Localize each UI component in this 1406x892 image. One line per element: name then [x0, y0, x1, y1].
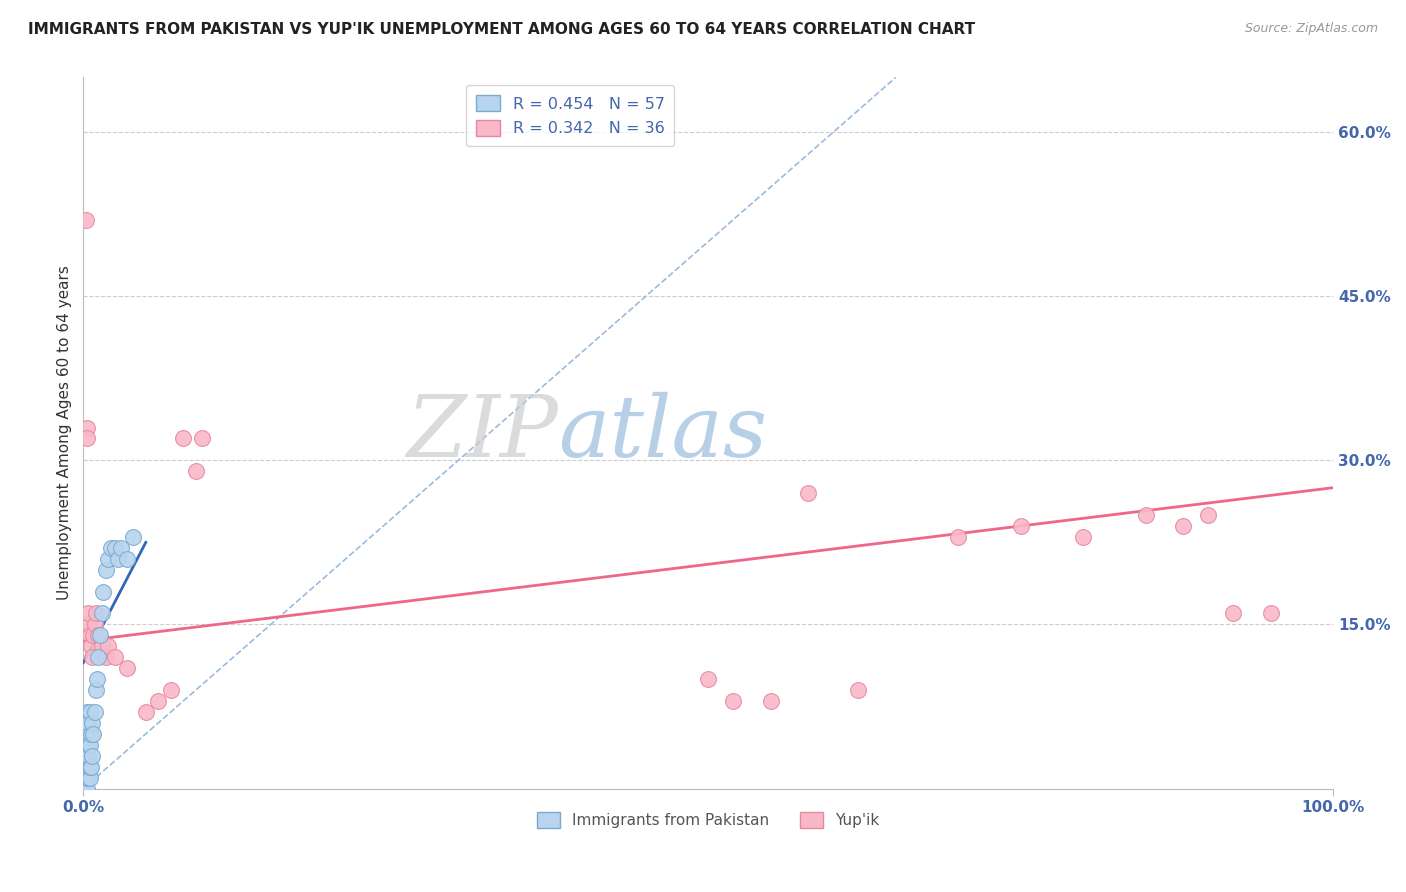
Point [75, 759, 97, 773]
Point [79, 628, 101, 642]
Point [75, 771, 97, 785]
Point [846, 683, 869, 698]
Point [76, 748, 98, 763]
Point [73, 727, 96, 741]
Point [184, 464, 207, 478]
Point [80, 748, 103, 763]
Point [83, 705, 105, 719]
Point [76, 759, 98, 773]
Point [100, 541, 122, 555]
Point [191, 432, 214, 446]
Point [94, 650, 117, 665]
Point [797, 486, 820, 500]
Text: atlas: atlas [558, 392, 768, 475]
Point [73, 771, 96, 785]
Point [75, 771, 97, 785]
Point [72, 781, 94, 796]
Point [76, 781, 98, 796]
Point [1197, 508, 1219, 522]
Point [73, 759, 96, 773]
Point [76, 705, 98, 719]
Point [72, 759, 94, 773]
Point [83, 617, 105, 632]
Point [697, 672, 720, 686]
Point [77, 748, 100, 763]
Point [89, 628, 111, 642]
Point [91, 640, 114, 654]
Point [72, 781, 94, 796]
Point [72, 781, 94, 796]
Point [86, 672, 108, 686]
Point [72, 781, 94, 796]
Legend: Immigrants from Pakistan, Yup'ik: Immigrants from Pakistan, Yup'ik [531, 806, 886, 834]
Point [1071, 530, 1094, 544]
Point [97, 640, 120, 654]
Point [79, 738, 101, 752]
Point [79, 705, 101, 719]
Point [77, 617, 100, 632]
Point [79, 759, 101, 773]
Point [110, 541, 132, 555]
Text: IMMIGRANTS FROM PAKISTAN VS YUP'IK UNEMPLOYMENT AMONG AGES 60 TO 64 YEARS CORREL: IMMIGRANTS FROM PAKISTAN VS YUP'IK UNEMP… [28, 22, 976, 37]
Point [75, 212, 97, 227]
Point [72, 771, 94, 785]
Point [77, 738, 100, 752]
Text: ZIP: ZIP [406, 392, 558, 475]
Point [80, 715, 103, 730]
Point [94, 563, 117, 577]
Point [148, 694, 170, 708]
Point [80, 727, 103, 741]
Point [80, 640, 103, 654]
Point [73, 781, 96, 796]
Point [1173, 519, 1195, 533]
Point [172, 432, 194, 446]
Point [103, 650, 125, 665]
Point [77, 759, 100, 773]
Point [91, 584, 114, 599]
Point [1010, 519, 1032, 533]
Point [76, 727, 98, 741]
Point [75, 781, 97, 796]
Point [79, 771, 101, 785]
Point [87, 650, 110, 665]
Point [1135, 508, 1157, 522]
Point [97, 551, 120, 566]
Point [77, 607, 100, 621]
Y-axis label: Unemployment Among Ages 60 to 64 years: Unemployment Among Ages 60 to 64 years [58, 266, 72, 600]
Point [1260, 607, 1282, 621]
Point [75, 781, 97, 796]
Point [82, 628, 104, 642]
Point [723, 694, 745, 708]
Point [82, 727, 104, 741]
Point [77, 715, 100, 730]
Point [73, 781, 96, 796]
Point [75, 738, 97, 752]
Point [73, 781, 96, 796]
Point [76, 420, 98, 434]
Point [77, 771, 100, 785]
Point [122, 530, 145, 544]
Point [948, 530, 970, 544]
Point [1222, 607, 1244, 621]
Point [75, 748, 97, 763]
Point [75, 715, 97, 730]
Point [107, 551, 129, 566]
Point [115, 661, 138, 675]
Point [80, 650, 103, 665]
Point [91, 607, 114, 621]
Point [103, 541, 125, 555]
Point [115, 551, 138, 566]
Point [135, 705, 157, 719]
Point [76, 432, 98, 446]
Point [759, 694, 782, 708]
Text: Source: ZipAtlas.com: Source: ZipAtlas.com [1244, 22, 1378, 36]
Point [159, 683, 181, 698]
Point [80, 759, 103, 773]
Point [76, 771, 98, 785]
Point [73, 748, 96, 763]
Point [84, 683, 107, 698]
Point [87, 628, 110, 642]
Point [84, 607, 107, 621]
Point [73, 771, 96, 785]
